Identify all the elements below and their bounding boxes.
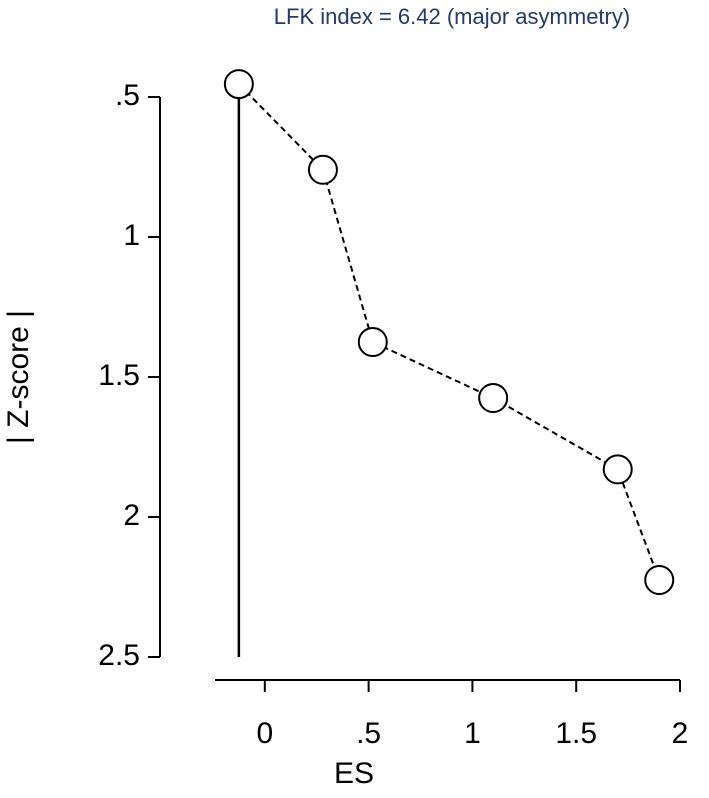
- marker: [478, 383, 509, 413]
- x-tick-label: 1: [464, 717, 481, 750]
- x-tick-label: .5: [356, 717, 381, 750]
- y-tick-label: 1: [123, 219, 140, 252]
- x-axis-label: ES: [334, 757, 374, 790]
- marker: [644, 565, 675, 595]
- y-tick-label: 1.5: [98, 359, 140, 392]
- marker: [357, 327, 388, 357]
- x-tick-label: 1.5: [555, 717, 597, 750]
- annotation: LFK index = 6.42 (major asymmetry): [274, 4, 630, 29]
- y-tick-label: .5: [115, 79, 140, 112]
- marker: [223, 69, 254, 100]
- y-tick-label: 2: [123, 499, 140, 532]
- marker: [307, 154, 338, 185]
- x-tick-label: 0: [256, 717, 273, 750]
- x-tick-label: 2: [672, 717, 689, 750]
- marker: [602, 454, 633, 485]
- line: [238, 83, 661, 581]
- y-tick-label: 2.5: [98, 639, 140, 672]
- y-axis-label: | Z-score |: [2, 310, 35, 444]
